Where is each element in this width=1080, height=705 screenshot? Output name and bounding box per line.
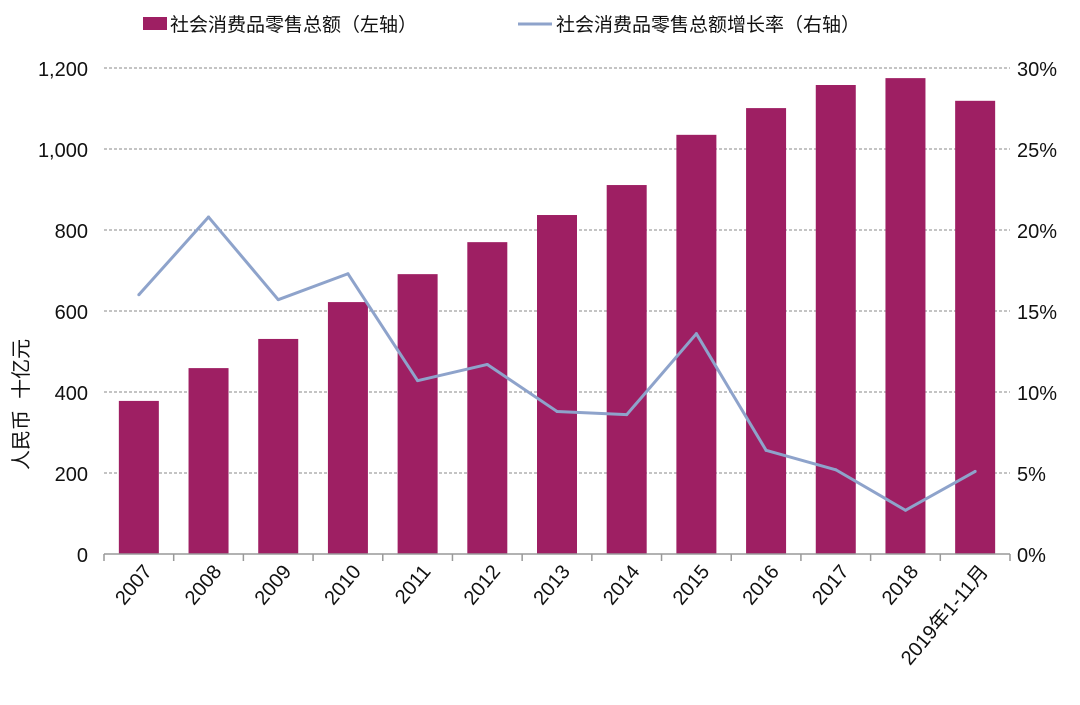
y-tick-label: 400: [55, 383, 88, 405]
growth-rate-point: [973, 469, 977, 473]
y-tick-label: 800: [55, 221, 88, 243]
y-tick-label: 200: [55, 464, 88, 486]
bar: [258, 338, 299, 554]
growth-rate-point: [276, 298, 280, 302]
bar: [188, 368, 229, 554]
y-axis-label: 人民币 十亿元: [10, 339, 33, 470]
x-tick-label: 2017: [808, 561, 853, 609]
y2-tick-label: 20%: [1017, 221, 1057, 243]
growth-rate-point: [555, 409, 559, 413]
bar: [606, 185, 647, 555]
growth-rate-point: [694, 332, 698, 336]
legend-label-line: 社会消费品零售总额增长率（右轴）: [556, 14, 860, 36]
y2-tick-label: 0%: [1017, 545, 1046, 567]
x-tick-label: 2009: [251, 561, 296, 609]
growth-rate-point: [207, 215, 211, 219]
bar: [746, 108, 787, 554]
y-tick-label: 1,200: [38, 59, 88, 81]
x-tick-label: 2007: [111, 561, 156, 609]
legend-label-bar: 社会消费品零售总额（左轴）: [170, 14, 417, 36]
bar: [327, 302, 368, 554]
bar: [537, 215, 577, 554]
x-tick-label: 2008: [181, 561, 226, 609]
y2-tick-label: 15%: [1017, 302, 1057, 324]
bar: [885, 78, 926, 554]
growth-rate-point: [346, 272, 350, 276]
y2-tick-label: 30%: [1017, 59, 1057, 81]
legend: 社会消费品零售总额（左轴） 社会消费品零售总额增长率（右轴）: [143, 14, 860, 36]
bar: [676, 134, 717, 554]
x-tick-label: 2018: [878, 561, 923, 609]
bar: [118, 400, 159, 554]
growth-rate-point: [416, 379, 420, 383]
x-tick-label: 2015: [669, 561, 714, 609]
x-tick-label: 2014: [599, 561, 644, 609]
y2-tick-label: 10%: [1017, 383, 1057, 405]
y-tick-label: 1,000: [38, 140, 88, 162]
bar: [467, 242, 508, 554]
y-tick-label: 0: [77, 545, 88, 567]
y2-tick-label: 5%: [1017, 464, 1046, 486]
growth-rate-point: [903, 508, 907, 512]
y-tick-label: 600: [55, 302, 88, 324]
bar: [955, 100, 996, 555]
x-tick-label: 2010: [320, 561, 365, 609]
bar: [397, 274, 438, 554]
growth-rate-point: [137, 293, 141, 297]
x-tick-label: 2016: [738, 561, 783, 609]
growth-rate-point: [764, 448, 768, 452]
y2-tick-label: 25%: [1017, 140, 1057, 162]
legend-swatch-bar: [143, 17, 167, 30]
x-tick-label: 2012: [460, 561, 505, 609]
bar: [815, 85, 856, 554]
x-tick-label: 2013: [529, 561, 574, 609]
growth-rate-point: [485, 362, 489, 366]
growth-rate-point: [625, 413, 629, 417]
x-tick-label: 2011: [391, 561, 436, 608]
growth-rate-point: [834, 468, 838, 472]
